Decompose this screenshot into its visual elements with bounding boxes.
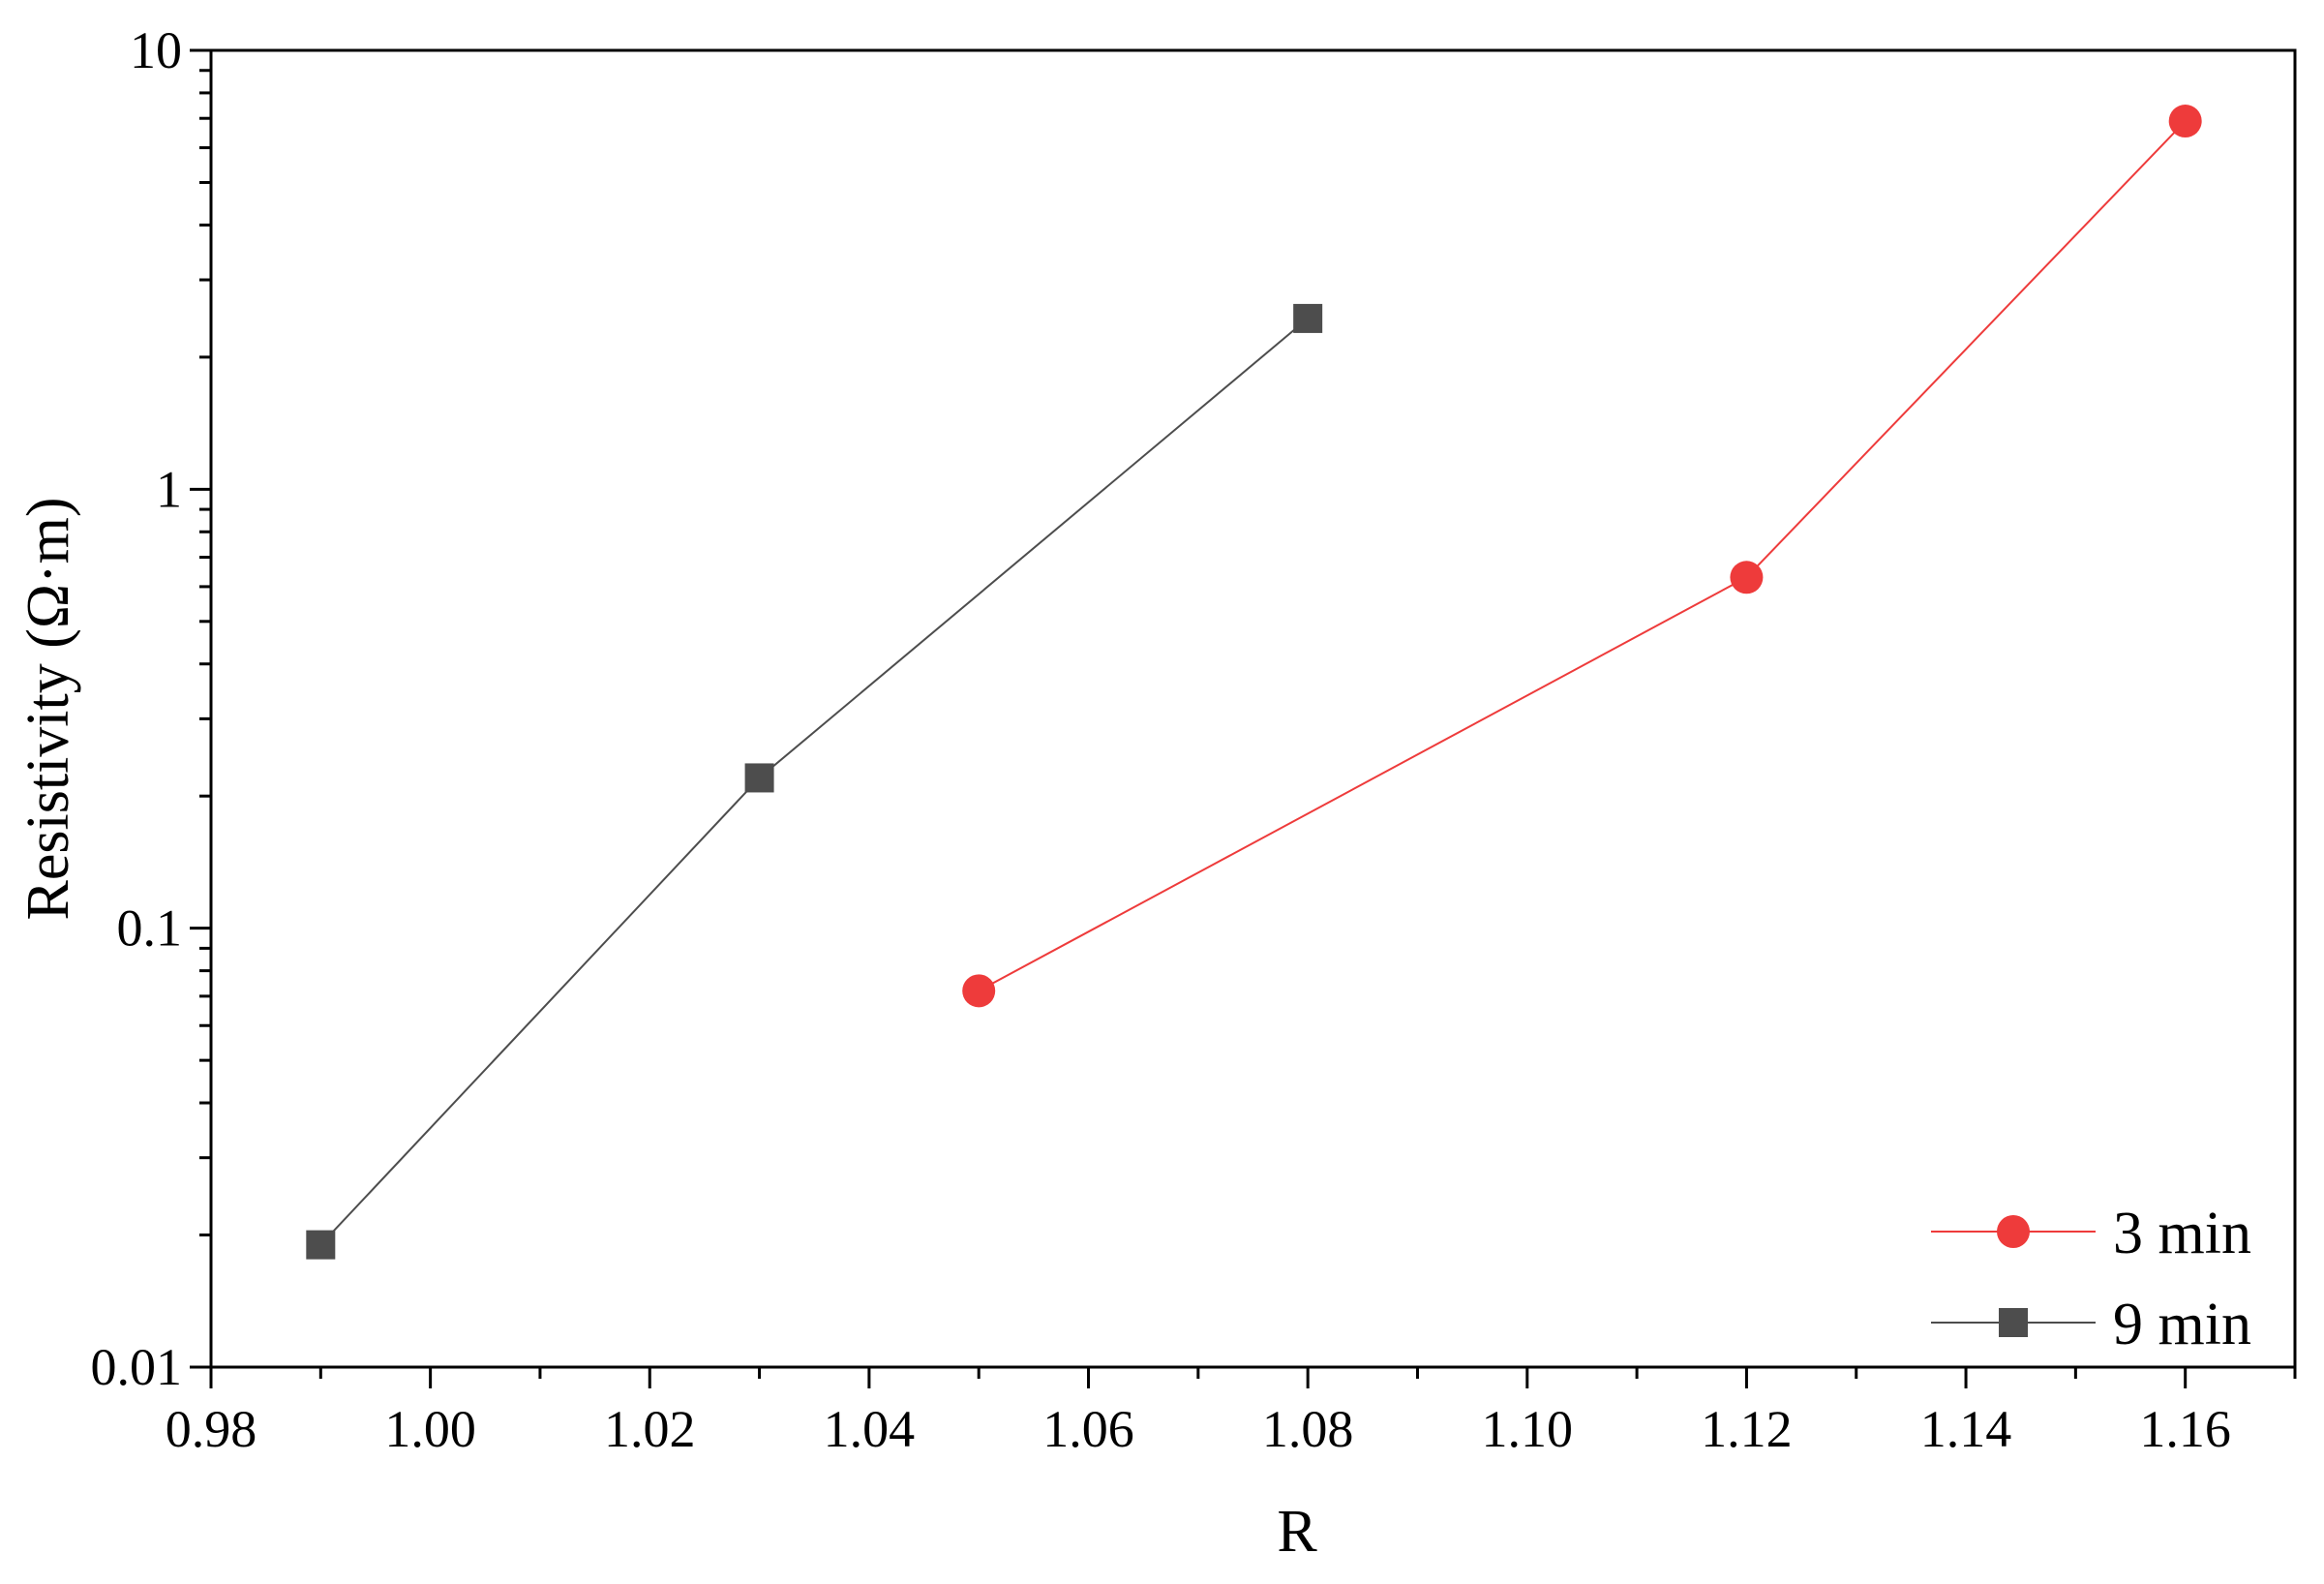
y-axis: 0.01 0.1 1 10 xyxy=(91,21,211,1396)
x-tick-label: 1.04 xyxy=(824,1400,916,1458)
data-point-3-min xyxy=(2168,105,2202,138)
x-tick-label: 1.12 xyxy=(1701,1400,1793,1458)
x-axis-title: R xyxy=(1277,1499,1317,1565)
data-point-3-min xyxy=(1730,561,1764,594)
data-point-3-min xyxy=(962,974,996,1008)
plot-frame xyxy=(209,48,2297,1369)
x-tick-label: 1.10 xyxy=(1482,1400,1574,1458)
legend-label-9-min: 9 min xyxy=(2113,1292,2251,1357)
data-point-9-min xyxy=(744,763,774,793)
x-tick-label: 1.06 xyxy=(1042,1400,1134,1458)
legend: 3 min 9 min xyxy=(1931,1201,2251,1357)
x-tick-label: 1.08 xyxy=(1262,1400,1354,1458)
legend-marker-9-min xyxy=(1999,1308,2028,1337)
data-point-9-min xyxy=(306,1230,336,1260)
y-tick-label: 10 xyxy=(130,21,182,79)
data-series-layer xyxy=(306,105,2202,1260)
x-tick-label: 1.02 xyxy=(604,1400,696,1458)
x-axis: 0.98 1.00 1.02 1.04 1.06 1.08 1.10 1.12 1.14 1.16 xyxy=(166,1367,2297,1458)
y-tick-label: 0.1 xyxy=(117,899,183,958)
y-tick-label: 1 xyxy=(156,460,182,518)
x-tick-label: 1.00 xyxy=(384,1400,476,1458)
x-tick-label: 1.16 xyxy=(2139,1400,2231,1458)
data-point-9-min xyxy=(1293,303,1323,333)
y-axis-title: Resistivity (Ω·m) xyxy=(15,498,81,921)
legend-marker-3-min xyxy=(1997,1215,2030,1248)
y-tick-label: 0.01 xyxy=(91,1338,183,1396)
x-tick-label: 1.14 xyxy=(1920,1400,2012,1458)
x-tick-label: 0.98 xyxy=(166,1400,257,1458)
legend-label-3-min: 3 min xyxy=(2113,1201,2251,1266)
